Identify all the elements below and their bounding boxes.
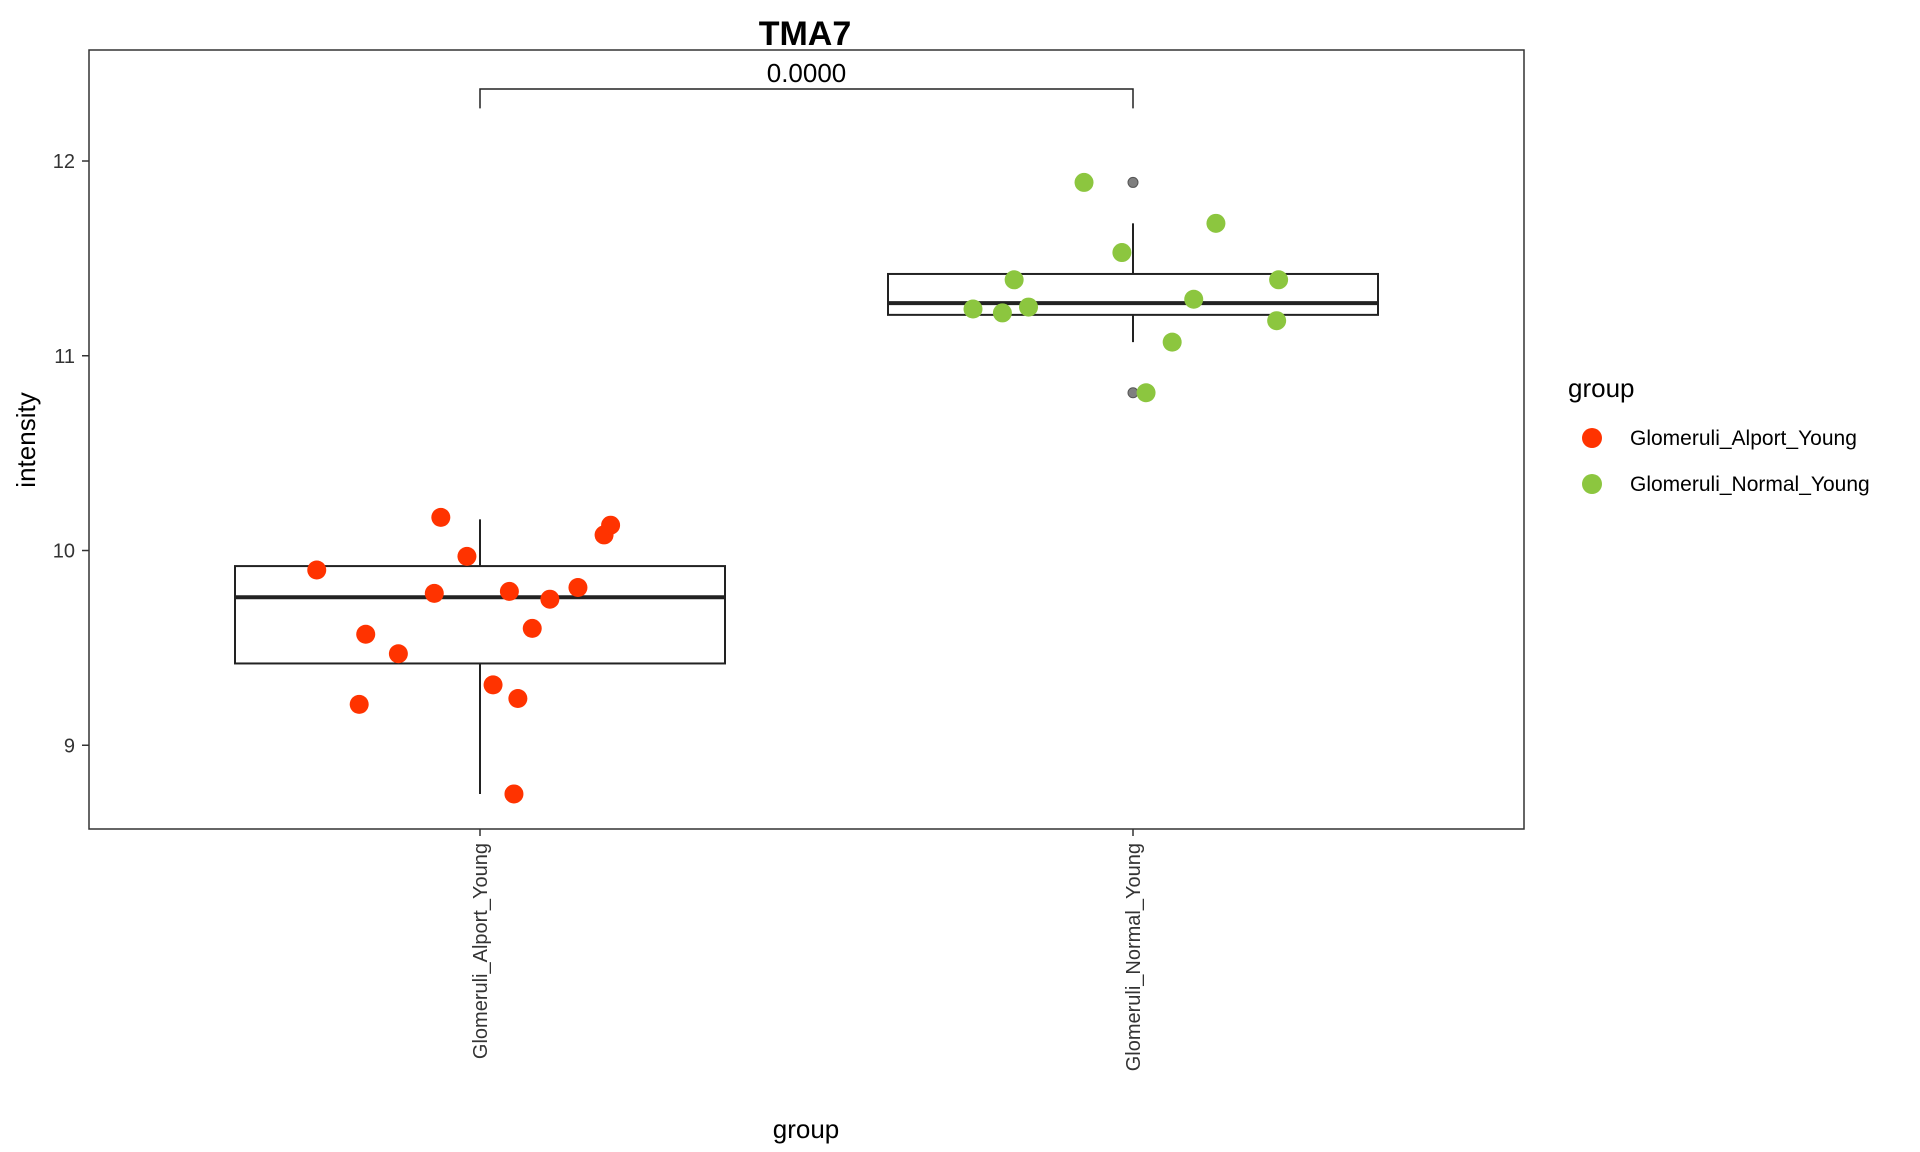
significance-bracket (479, 88, 1134, 109)
legend-key (1582, 428, 1602, 448)
data-point (349, 694, 369, 714)
data-point (1269, 270, 1289, 290)
data-point (540, 589, 560, 609)
data-point (424, 583, 444, 603)
outlier-point (1127, 387, 1139, 399)
data-point (356, 624, 376, 644)
series-2-points (963, 172, 1289, 403)
data-point (457, 546, 477, 566)
data-point (963, 299, 983, 319)
data-point (992, 303, 1012, 323)
data-point (1074, 172, 1094, 192)
x-tick-label: Glomeruli_Normal_Young (1123, 843, 1145, 1071)
data-point (1206, 213, 1226, 233)
data-point (1136, 383, 1156, 403)
data-point (1004, 270, 1024, 290)
legend-key (1582, 474, 1602, 494)
data-point (499, 581, 519, 601)
plot-area: 0.0000 (234, 58, 1379, 804)
data-point (307, 560, 327, 580)
data-point (1162, 332, 1182, 352)
series-1-points (307, 507, 621, 804)
data-point (1267, 311, 1287, 331)
significance-label: 0.0000 (767, 58, 847, 88)
data-point (1184, 289, 1204, 309)
data-point (483, 675, 503, 695)
data-point (504, 784, 524, 804)
data-point (431, 507, 451, 527)
data-point (568, 578, 588, 598)
outlier-point (1127, 176, 1139, 188)
x-axis-title: group (773, 1114, 840, 1144)
box-1 (234, 519, 726, 794)
plot-border (88, 49, 1525, 830)
y-tick-label: 10 (53, 541, 75, 563)
data-point (601, 515, 621, 535)
y-axis-title: intensity (11, 392, 41, 487)
y-tick-label: 12 (53, 151, 75, 173)
data-point (1112, 243, 1132, 263)
y-tick-label: 11 (54, 346, 75, 368)
legend-title: group (1568, 373, 1635, 403)
data-point (522, 618, 542, 638)
legend: group Glomeruli_Alport_Young Glomeruli_No… (1568, 373, 1870, 496)
legend-label: Glomeruli_Alport_Young (1630, 427, 1857, 450)
chart-title: TMA7 (759, 15, 852, 53)
y-tick-label: 9 (64, 735, 75, 757)
data-point (1019, 297, 1039, 317)
legend-label: Glomeruli_Normal_Young (1630, 473, 1870, 496)
data-point (508, 689, 528, 709)
x-tick-label: Glomeruli_Alport_Young (470, 843, 492, 1059)
box-iqr (887, 272, 1379, 316)
axes: 9 10 11 12 Glomeruli_Alport_Young Glomeruli_N… (53, 151, 1145, 1071)
data-point (388, 644, 408, 664)
box-iqr (234, 565, 726, 665)
